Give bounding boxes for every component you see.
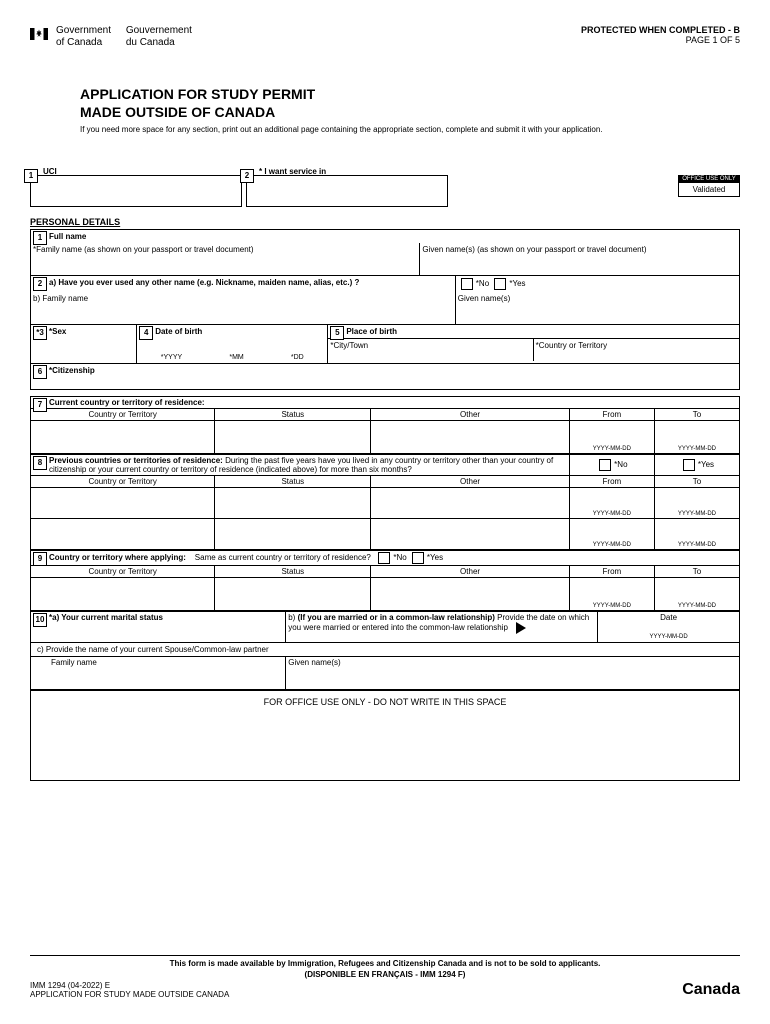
same-no-checkbox[interactable] (378, 552, 390, 564)
personal-details-heading: PERSONAL DETAILS (30, 217, 740, 227)
given-name-input[interactable]: Given name(s) (as shown on your passport… (420, 243, 739, 275)
footer-french: (DISPONIBLE EN FRANÇAIS - IMM 1294 F) (30, 970, 740, 979)
other-name-no-checkbox[interactable] (461, 278, 473, 290)
form-subtitle: If you need more space for any section, … (80, 125, 740, 134)
sex-input[interactable]: *3*Sex (31, 325, 137, 363)
spouse-given-input[interactable]: Given name(s) (286, 657, 740, 690)
applying-country-table: 9Country or territory where applying: Sa… (30, 550, 740, 611)
office-use-box: OFFICE USE ONLY Validated (678, 175, 740, 207)
table-row[interactable]: YYYY-MM-DDYYYY-MM-DD (31, 421, 740, 454)
country-birth-input[interactable]: *Country or Territory (534, 339, 739, 361)
table-row[interactable]: YYYY-MM-DDYYYY-MM-DD (31, 519, 740, 550)
dob-input[interactable]: 4Date of birth *YYYY*MM*DD (137, 325, 328, 363)
marital-status-table: 10*a) Your current marital status b) (If… (30, 611, 740, 690)
footer-disclaimer: This form is made available by Immigrati… (30, 955, 740, 968)
canada-flag-icon (30, 25, 48, 43)
family-name-input[interactable]: *Family name (as shown on your passport … (31, 243, 420, 275)
table-row[interactable]: YYYY-MM-DDYYYY-MM-DD (31, 488, 740, 519)
prev-no-checkbox[interactable] (599, 459, 611, 471)
table-row[interactable]: YYYY-MM-DDYYYY-MM-DD (31, 578, 740, 611)
service-field[interactable]: 2 * I want service in (246, 175, 448, 207)
office-use-space: FOR OFFICE USE ONLY - DO NOT WRITE IN TH… (30, 690, 740, 781)
canada-wordmark: Canada (682, 981, 740, 999)
government-wordmark: Governmentof Canada Gouvernementdu Canad… (56, 25, 204, 49)
same-yes-checkbox[interactable] (412, 552, 424, 564)
prev-yes-checkbox[interactable] (683, 459, 695, 471)
residence-table: 7Current country or territory of residen… (30, 396, 740, 454)
arrow-right-icon (516, 622, 526, 634)
citizenship-input[interactable]: 6*Citizenship (30, 364, 740, 390)
previous-residence-table: 8Previous countries or territories of re… (30, 454, 740, 550)
protected-label: PROTECTED WHEN COMPLETED - B PAGE 1 OF 5 (581, 25, 740, 45)
other-family-input[interactable]: b) Family name (31, 292, 456, 324)
form-code: IMM 1294 (04-2022) E APPLICATION FOR STU… (30, 981, 229, 999)
other-name-yes-checkbox[interactable] (494, 278, 506, 290)
city-input[interactable]: *City/Town (328, 339, 533, 361)
spouse-family-input[interactable]: Family name (31, 657, 286, 690)
uci-field[interactable]: 1 UCI (30, 175, 242, 207)
form-title: APPLICATION FOR STUDY PERMIT MADE OUTSID… (80, 85, 740, 121)
field-fullname: 1Full name *Family name (as shown on you… (30, 229, 740, 276)
field-other-name: 2 a) Have you ever used any other name (… (30, 276, 740, 325)
other-given-input[interactable]: Given name(s) (456, 292, 739, 324)
field-sex-dob-pob: *3*Sex 4Date of birth *YYYY*MM*DD 5Place… (30, 325, 740, 364)
